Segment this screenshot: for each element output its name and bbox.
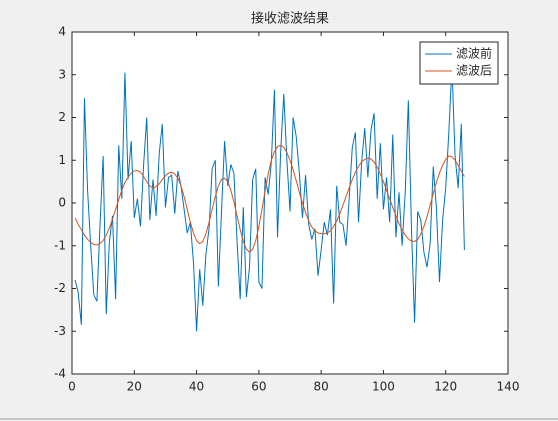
y-tick-label: 2 bbox=[58, 110, 66, 124]
y-tick-label: -1 bbox=[54, 238, 66, 252]
x-tick-label: 120 bbox=[434, 380, 457, 394]
x-tick-label: 80 bbox=[314, 380, 329, 394]
legend-label: 滤波后 bbox=[456, 64, 492, 78]
x-tick-label: 20 bbox=[127, 380, 142, 394]
x-tick-label: 140 bbox=[497, 380, 520, 394]
y-tick-label: 4 bbox=[58, 25, 66, 39]
series-line bbox=[74, 144, 465, 253]
chart-title: 接收滤波结果 bbox=[251, 11, 329, 27]
x-tick-label: 40 bbox=[189, 380, 204, 394]
y-tick-label: 1 bbox=[58, 153, 66, 167]
y-tick-label: 0 bbox=[58, 196, 66, 210]
y-tick-label: -4 bbox=[54, 367, 66, 381]
x-tick-label: 60 bbox=[251, 380, 266, 394]
x-tick-label: 0 bbox=[68, 380, 76, 394]
y-tick-label: 3 bbox=[58, 67, 66, 81]
series-line bbox=[74, 66, 465, 332]
x-tick-label: 100 bbox=[372, 380, 395, 394]
legend-label: 滤波前 bbox=[456, 46, 492, 61]
y-tick-label: -3 bbox=[54, 324, 66, 338]
y-tick-label: -2 bbox=[54, 281, 66, 295]
legend-box bbox=[419, 41, 499, 85]
